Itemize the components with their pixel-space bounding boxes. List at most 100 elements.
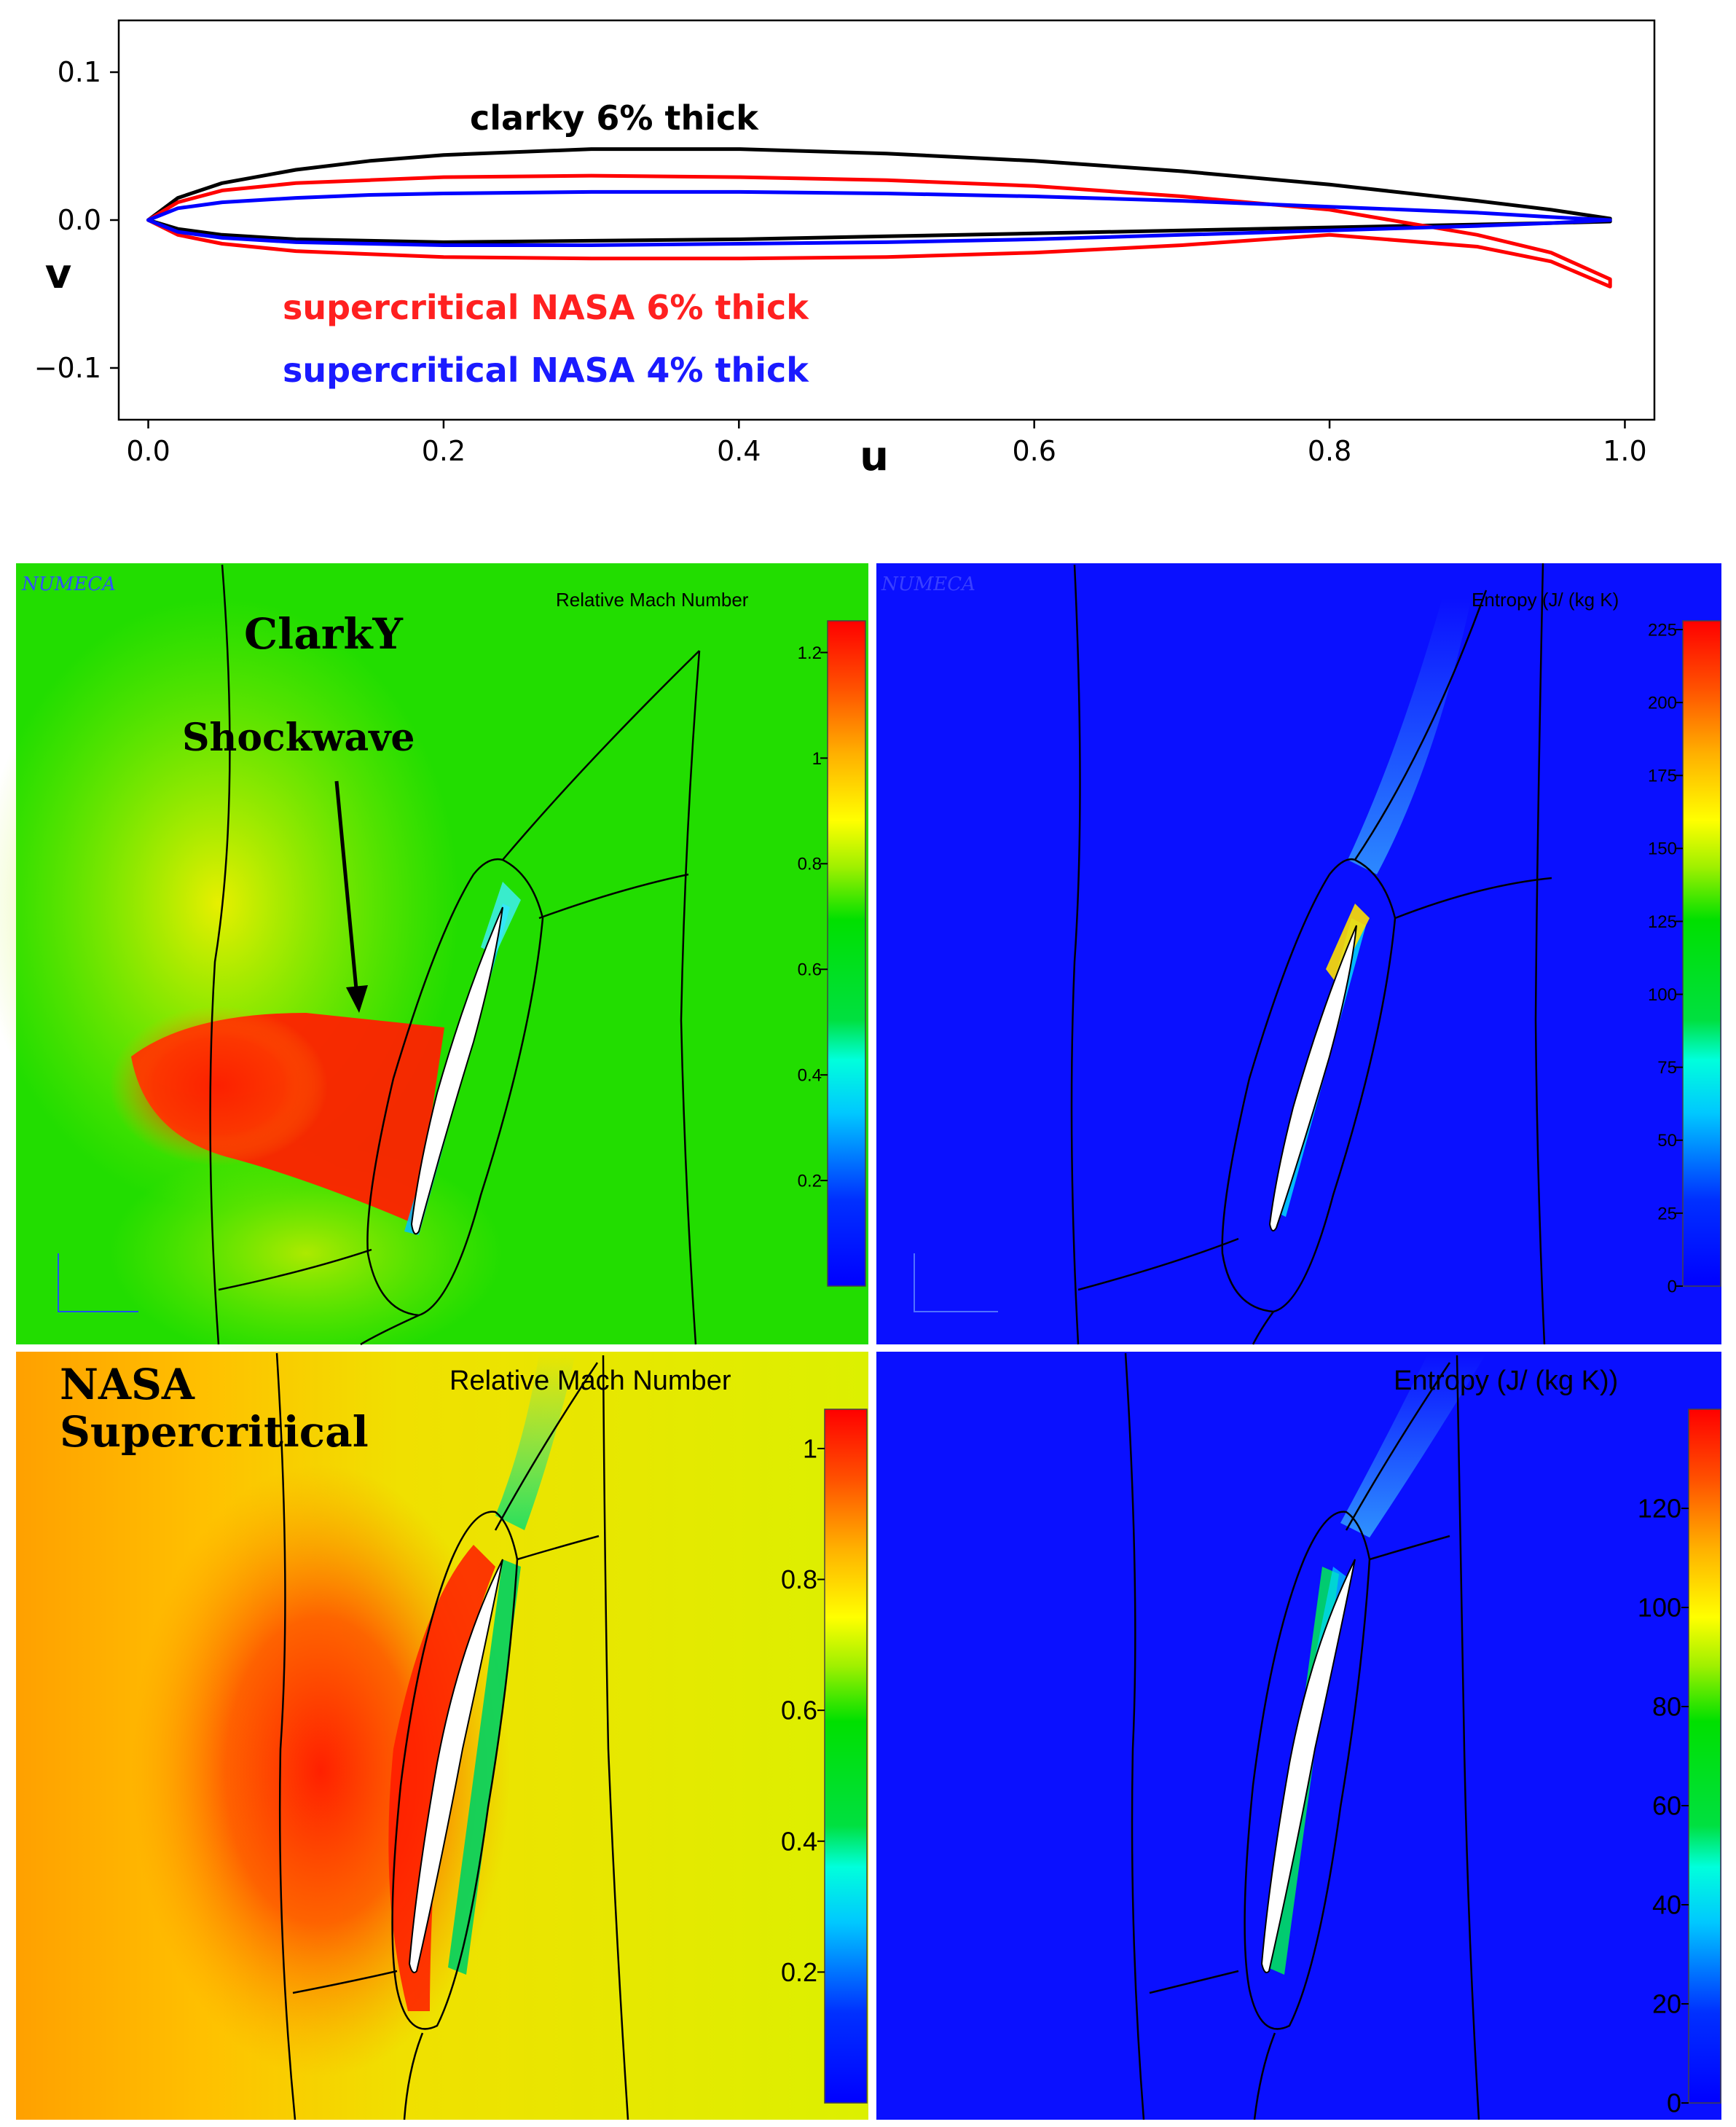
axis-triad [58, 1253, 138, 1312]
x-tick-label: 1.0 [1603, 435, 1646, 467]
colorbar-tick-label: 225 [1648, 620, 1677, 640]
x-tick-label: 0.6 [1012, 435, 1056, 467]
colorbar-tick-label: 0.8 [781, 1564, 817, 1594]
colorbar-tick-label: 20 [1652, 1989, 1681, 2019]
blade [1260, 1559, 1356, 1973]
series-group [146, 147, 1612, 289]
watermark: NUMECA [21, 573, 116, 595]
x-axis-label: u [860, 433, 889, 480]
blade-surface-band-2 [1326, 904, 1370, 984]
colorbar-title: Relative Mach Number [556, 589, 749, 611]
colorbar-title: Entropy (J/ (kg K) [1472, 589, 1619, 611]
shock-fade [109, 1006, 328, 1166]
axis-triad [914, 1253, 998, 1312]
colorbar-tick-label: 1.2 [798, 643, 822, 663]
mesh-line [1070, 564, 1081, 1345]
mesh-line [275, 1352, 296, 2120]
x-tick-label: 0.8 [1308, 435, 1351, 467]
mesh-line [1534, 563, 1546, 1345]
colorbar-tick-label: 120 [1638, 1494, 1681, 1524]
panel-clarky-mach: NUMECA Relative Mach Number ClarkY Shock… [0, 563, 868, 1363]
colorbar-tick-label: 40 [1652, 1890, 1681, 1920]
o-mesh-boundary [1221, 858, 1397, 1313]
mesh-line [1252, 1311, 1275, 1345]
colorbar-scale [1688, 1409, 1721, 2104]
colorbar-tick-label: 80 [1652, 1692, 1681, 1722]
shockwave-annotation: Shockwave [182, 716, 415, 760]
wake [1348, 598, 1472, 874]
colorbar-tick-label: 175 [1648, 767, 1677, 786]
colorbar-tick-label: 100 [1638, 1593, 1681, 1623]
colorbar-tick-label: 0.8 [798, 855, 822, 874]
panel-nasa-mach: NASA Supercritical Relative Mach Number … [16, 1352, 868, 2120]
colorbar-tick-label: 150 [1648, 839, 1677, 859]
y-tick-label: 0.0 [58, 204, 101, 236]
x-tick-label: 0.2 [422, 435, 466, 467]
mesh-line [1394, 877, 1552, 920]
mesh-line [1369, 1535, 1450, 1561]
wake [495, 1354, 576, 1530]
panel-label: NASA [60, 1360, 195, 1409]
mesh-line [1124, 1352, 1145, 2120]
o-mesh-boundary [391, 1511, 519, 2030]
mesh-line [360, 1314, 420, 1346]
mesh-line [680, 650, 701, 1345]
watermark: NUMECA [881, 573, 975, 595]
series-line-nasa-6 [146, 173, 1612, 289]
y-tick-label: −0.1 [34, 352, 101, 384]
colorbar-tick-label: 0.2 [781, 1957, 817, 1987]
colorbar-scale [827, 620, 866, 1287]
colorbar-tick-label: 200 [1648, 694, 1677, 713]
colorbar: 1.2 1 0.8 0.6 0.4 0.2 [798, 620, 866, 1287]
mesh-line [209, 564, 231, 1345]
wake [1340, 1354, 1486, 1538]
blade [1268, 925, 1357, 1231]
panel-nasa-entropy: Entropy (J/ (kg K)) 120 100 80 60 40 20 0 [876, 1352, 1721, 2120]
colorbar-scale [1682, 620, 1721, 1287]
shockwave-arrow [334, 780, 359, 998]
colorbar-scale [824, 1409, 868, 2104]
mesh-line [1345, 1362, 1451, 1531]
colorbar: 225 200 175 150 125 100 75 50 25 0 [1648, 620, 1721, 1296]
mesh-line [1354, 589, 1488, 861]
mesh-line [1456, 1355, 1480, 2120]
colorbar-tick-label: 50 [1657, 1131, 1677, 1151]
panel-clarky-entropy: NUMECA Entropy (J/ (kg K) 225 200 175 150 12… [876, 563, 1721, 1345]
axis-ticks: 0.0 0.2 0.4 0.6 0.8 1.0 0.1 0.0 −0.1 [34, 56, 1647, 467]
colorbar-tick-label: 125 [1648, 912, 1677, 932]
o-mesh-boundary [366, 858, 544, 1317]
blade-surface-band [448, 1559, 521, 1975]
colorbar-tick-label: 60 [1652, 1791, 1681, 1821]
y-axis-label: v [45, 251, 72, 298]
mesh-line [1253, 2032, 1276, 2120]
x-tick-label: 0.4 [717, 435, 761, 467]
colorbar-title: Entropy (J/ (kg K)) [1394, 1366, 1618, 1396]
mesh-line [218, 1248, 372, 1291]
series-line-nasa-4 [146, 189, 1612, 247]
panel-label: ClarkY [244, 609, 404, 659]
colorbar-tick-label: 0.4 [798, 1066, 822, 1086]
colorbar-tick-label: 0.2 [798, 1171, 822, 1191]
mesh-line [602, 1355, 629, 2120]
o-mesh-boundary [1244, 1511, 1371, 2030]
panel-label: Supercritical [60, 1407, 369, 1457]
legend-nasa-6: supercritical NASA 6% thick [283, 288, 809, 327]
legend-nasa-4: supercritical NASA 4% thick [283, 350, 809, 390]
mesh-line [538, 873, 689, 920]
colorbar-tick-label: 0 [1668, 1277, 1677, 1296]
mesh-line [494, 1362, 599, 1531]
colorbar-tick-label: 0.6 [798, 960, 822, 980]
mesh-line [1149, 1970, 1239, 1994]
colorbar-tick-label: 75 [1657, 1058, 1677, 1078]
mesh-line [502, 650, 700, 861]
colorbar: 120 100 80 60 40 20 0 [1638, 1409, 1721, 2118]
blade [410, 906, 503, 1235]
colorbar-tick-label: 0.6 [781, 1696, 817, 1726]
mesh-line [517, 1535, 600, 1561]
colorbar-tick-label: 25 [1657, 1204, 1677, 1223]
colorbar-tick-label: 0.4 [781, 1826, 817, 1856]
mesh-line [403, 2032, 424, 2120]
colorbar-tick-label: 0 [1667, 2088, 1681, 2118]
x-tick-label: 0.0 [126, 435, 170, 467]
